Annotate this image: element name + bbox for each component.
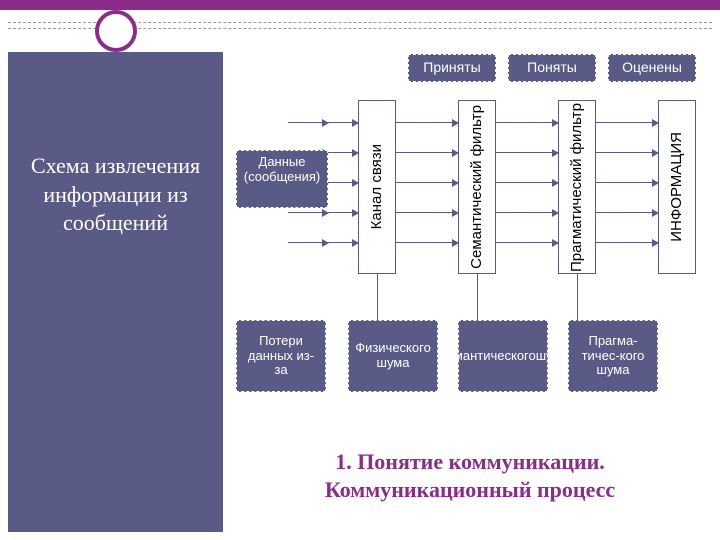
left-panel: Схема извлечения информации из сообщений: [8, 52, 223, 532]
bottom-pill-2: Семантическогошума: [458, 320, 548, 392]
bottom-pill-1: Физического шума: [348, 320, 438, 392]
top-accent-band: [0, 0, 720, 10]
flow-arrow: [496, 122, 558, 123]
stage-label-2: Прагматический фильтр: [568, 103, 585, 272]
flow-arrow: [396, 182, 458, 183]
flow-arrow: [496, 242, 558, 243]
flow-arrow: [596, 242, 658, 243]
stage-box-1: Семантический фильтр: [458, 100, 496, 274]
flow-arrow: [496, 182, 558, 183]
stage-label-3: ИНФОРМАЦИЯ: [668, 132, 685, 242]
top-pill-1: Поняты: [508, 54, 596, 82]
stage-label-1: Семантический фильтр: [468, 105, 485, 269]
slide: Схема извлечения информации из сообщений…: [0, 0, 720, 540]
flow-arrow: [396, 242, 458, 243]
flow-arrow: [596, 122, 658, 123]
flow-arrow: [396, 122, 458, 123]
stage-label-0: Канал связи: [368, 144, 385, 229]
flow-arrow: [328, 122, 358, 123]
diagram-area: Приняты Поняты Оценены Канал связи Семантиче…: [230, 52, 710, 422]
flow-arrow: [288, 242, 328, 243]
flow-arrow: [496, 212, 558, 213]
stage-box-2: Прагматический фильтр: [558, 100, 596, 274]
data-source-pill: Данные (сообщения): [236, 150, 328, 208]
loss-drop-line: [577, 274, 578, 320]
flow-arrow: [328, 212, 358, 213]
flow-arrow: [288, 122, 328, 123]
top-pill-0: Приняты: [408, 54, 496, 82]
bottom-pill-3: Прагма-тичес-кого шума: [568, 320, 658, 392]
flow-arrow: [328, 242, 358, 243]
flow-arrow: [396, 212, 458, 213]
loss-drop-line: [477, 274, 478, 320]
left-panel-title: Схема извлечения информации из сообщений: [8, 152, 223, 238]
flow-arrow: [328, 182, 358, 183]
stage-box-0: Канал связи: [358, 100, 396, 274]
flow-arrow: [288, 212, 328, 213]
loss-drop-line: [377, 274, 378, 320]
flow-arrow: [596, 152, 658, 153]
flow-arrow: [496, 152, 558, 153]
footer-title: 1. Понятие коммуникации. Коммуникационны…: [240, 448, 700, 505]
flow-arrow: [328, 152, 358, 153]
top-pill-2: Оценены: [608, 54, 696, 82]
flow-arrow: [396, 152, 458, 153]
bottom-pill-0: Потери данных из-за: [236, 320, 326, 392]
corner-ring-icon: [95, 10, 137, 52]
flow-arrow: [596, 182, 658, 183]
flow-arrow: [596, 212, 658, 213]
stage-box-3: ИНФОРМАЦИЯ: [658, 100, 696, 274]
